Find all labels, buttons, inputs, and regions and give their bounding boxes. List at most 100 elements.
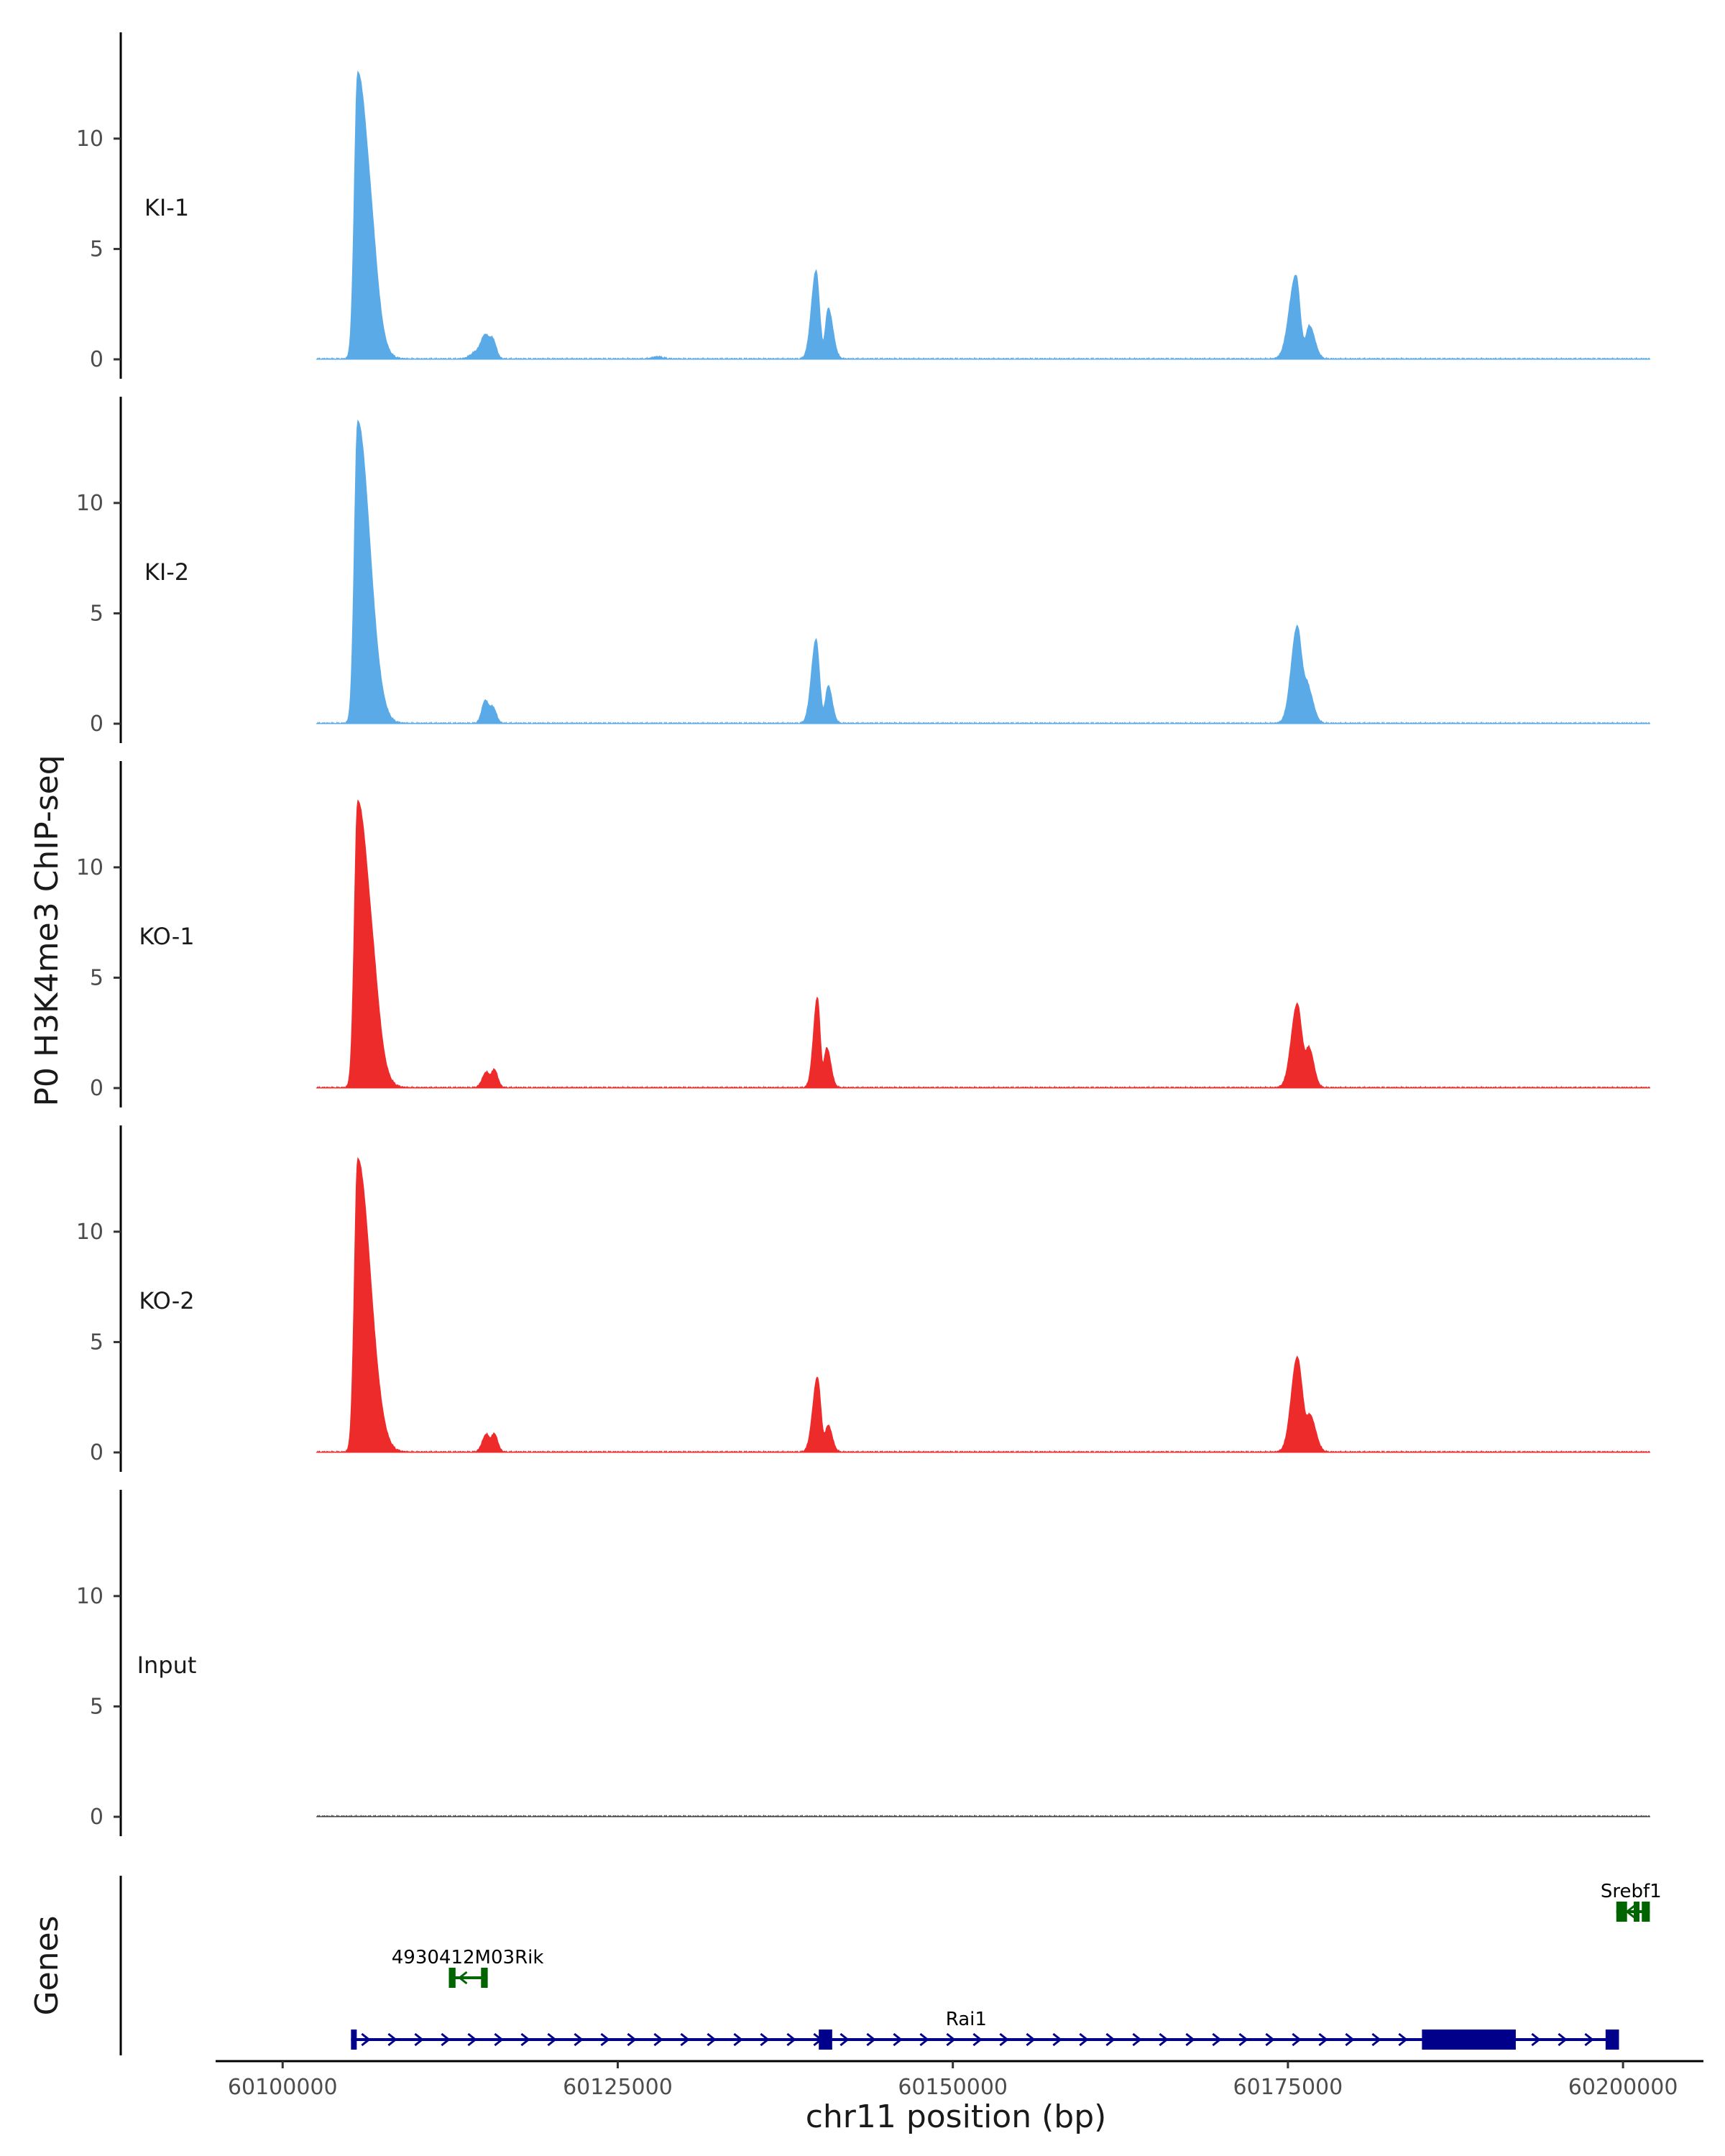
gene-exon: [448, 1968, 456, 1988]
track-panel: 0 5 10 Input: [76, 1490, 1650, 1836]
strand-chevron: [1531, 2032, 1541, 2047]
gene-label: 4930412M03Rik: [392, 1947, 544, 1968]
y-tick-label: 5: [90, 1694, 104, 1719]
gene-exon: [819, 2030, 832, 2050]
y-tick-label: 0: [90, 1805, 104, 1830]
strand-chevron: [893, 2032, 903, 2047]
strand-chevron: [1558, 2032, 1568, 2047]
gene-label: Rai1: [946, 2009, 987, 2030]
genes-panel-title: Genes: [29, 1915, 65, 2015]
strand-chevron: [494, 2032, 504, 2047]
strand-chevron: [1079, 2032, 1089, 2047]
strand-chevron: [760, 2032, 770, 2047]
gene-exon: [1642, 1902, 1650, 1922]
strand-chevron: [574, 2032, 584, 2047]
strand-chevron: [1345, 2032, 1355, 2047]
y-tick-label: 0: [90, 347, 104, 372]
gene-exon: [481, 1968, 488, 1988]
strand-chevron: [1398, 2032, 1408, 2047]
track-panel: 0 5 10 KI-2: [76, 397, 1650, 743]
gene-label: Srebf1: [1601, 1881, 1662, 1902]
track-label: KI-1: [144, 194, 189, 221]
strand-chevron: [653, 2032, 663, 2047]
strand-chevron: [1159, 2032, 1169, 2047]
x-axis: 60100000 60125000 60150000 60175000 60200000: [216, 2060, 1703, 2100]
track-panel: 0 5 10 KO-2: [76, 1125, 1650, 1472]
tracks-layer: 0 5 10 KI-1 0 5 10 KI-2 0 5 10 KO-1 0 5 10 KO-2 0 5 10 Inpu…: [76, 32, 1650, 1836]
x-tick-label: 60150000: [898, 2075, 1008, 2100]
strand-chevron: [1584, 2032, 1594, 2047]
strand-chevron: [840, 2032, 850, 2047]
strand-chevron: [1132, 2032, 1142, 2047]
gene-exon: [1616, 1902, 1627, 1922]
strand-chevron: [999, 2032, 1009, 2047]
y-tick-label: 10: [76, 1584, 104, 1609]
signal-area: [316, 70, 1650, 360]
strand-chevron: [1052, 2032, 1062, 2047]
strand-chevron: [1292, 2032, 1302, 2047]
strand-chevron: [627, 2032, 637, 2047]
strand-chevron: [547, 2032, 557, 2047]
gene-exon: [1634, 1902, 1640, 1922]
y-tick-label: 10: [76, 1220, 104, 1245]
strand-chevron: [1318, 2032, 1328, 2047]
track-label: KO-1: [139, 923, 194, 950]
strand-chevron: [786, 2032, 796, 2047]
y-tick-label: 0: [90, 1440, 104, 1465]
strand-chevron: [1026, 2032, 1036, 2047]
x-tick-label: 60125000: [563, 2075, 673, 2100]
signal-area: [316, 1814, 1650, 1818]
track-panel: 0 5 10 KO-1: [76, 761, 1650, 1107]
strand-chevron: [680, 2032, 690, 2047]
x-axis-title: chr11 position (bp): [806, 2099, 1107, 2135]
strand-chevron: [1212, 2032, 1222, 2047]
y-tick-label: 5: [90, 601, 104, 626]
strand-chevron: [1371, 2032, 1381, 2047]
y-tick-label: 10: [76, 491, 104, 516]
x-tick-label: 60100000: [228, 2075, 338, 2100]
y-tick-label: 5: [90, 965, 104, 990]
gene-exon: [1605, 2030, 1619, 2050]
gene-exon: [1422, 2030, 1516, 2050]
gene-exon: [351, 2030, 357, 2050]
x-tick-label: 60175000: [1233, 2075, 1343, 2100]
track-panel: 0 5 10 KI-1: [76, 32, 1650, 379]
y-tick-label: 5: [90, 1330, 104, 1355]
strand-chevron: [1625, 1904, 1635, 1919]
signal-area: [316, 799, 1650, 1089]
strand-chevron: [600, 2032, 610, 2047]
y-tick-label: 10: [76, 855, 104, 880]
strand-chevron: [387, 2032, 397, 2047]
gene-model: Srebf1: [1601, 1881, 1662, 1922]
strand-chevron: [1265, 2032, 1275, 2047]
strand-chevron: [1185, 2032, 1195, 2047]
strand-chevron: [733, 2032, 743, 2047]
y-tick-label: 0: [90, 711, 104, 737]
y-tick-label: 0: [90, 1076, 104, 1101]
track-label: KI-2: [144, 558, 189, 586]
track-label: KO-2: [139, 1287, 194, 1314]
y-axis-title: P0 H3K4me3 ChIP-seq: [29, 755, 65, 1106]
strand-chevron: [414, 2032, 424, 2047]
strand-chevron: [919, 2032, 929, 2047]
y-tick-label: 5: [90, 236, 104, 262]
y-tick-label: 10: [76, 126, 104, 152]
strand-chevron: [361, 2032, 371, 2047]
strand-chevron: [520, 2032, 530, 2047]
strand-chevron: [866, 2032, 876, 2047]
signal-area: [316, 1157, 1650, 1453]
strand-chevron: [441, 2032, 451, 2047]
strand-chevron: [458, 1971, 468, 1985]
strand-chevron: [1238, 2032, 1248, 2047]
strand-chevron: [707, 2032, 717, 2047]
gene-model: Rai1: [351, 2009, 1619, 2050]
strand-chevron: [946, 2032, 956, 2047]
gene-model: 4930412M03Rik: [392, 1947, 544, 1988]
strand-chevron: [972, 2032, 983, 2047]
strand-chevron: [1105, 2032, 1116, 2047]
genes-panel: Rai1 4930412M03Rik Srebf1: [119, 1876, 1662, 2055]
signal-area: [316, 419, 1650, 724]
strand-chevron: [467, 2032, 477, 2047]
x-tick-label: 60200000: [1568, 2075, 1678, 2100]
